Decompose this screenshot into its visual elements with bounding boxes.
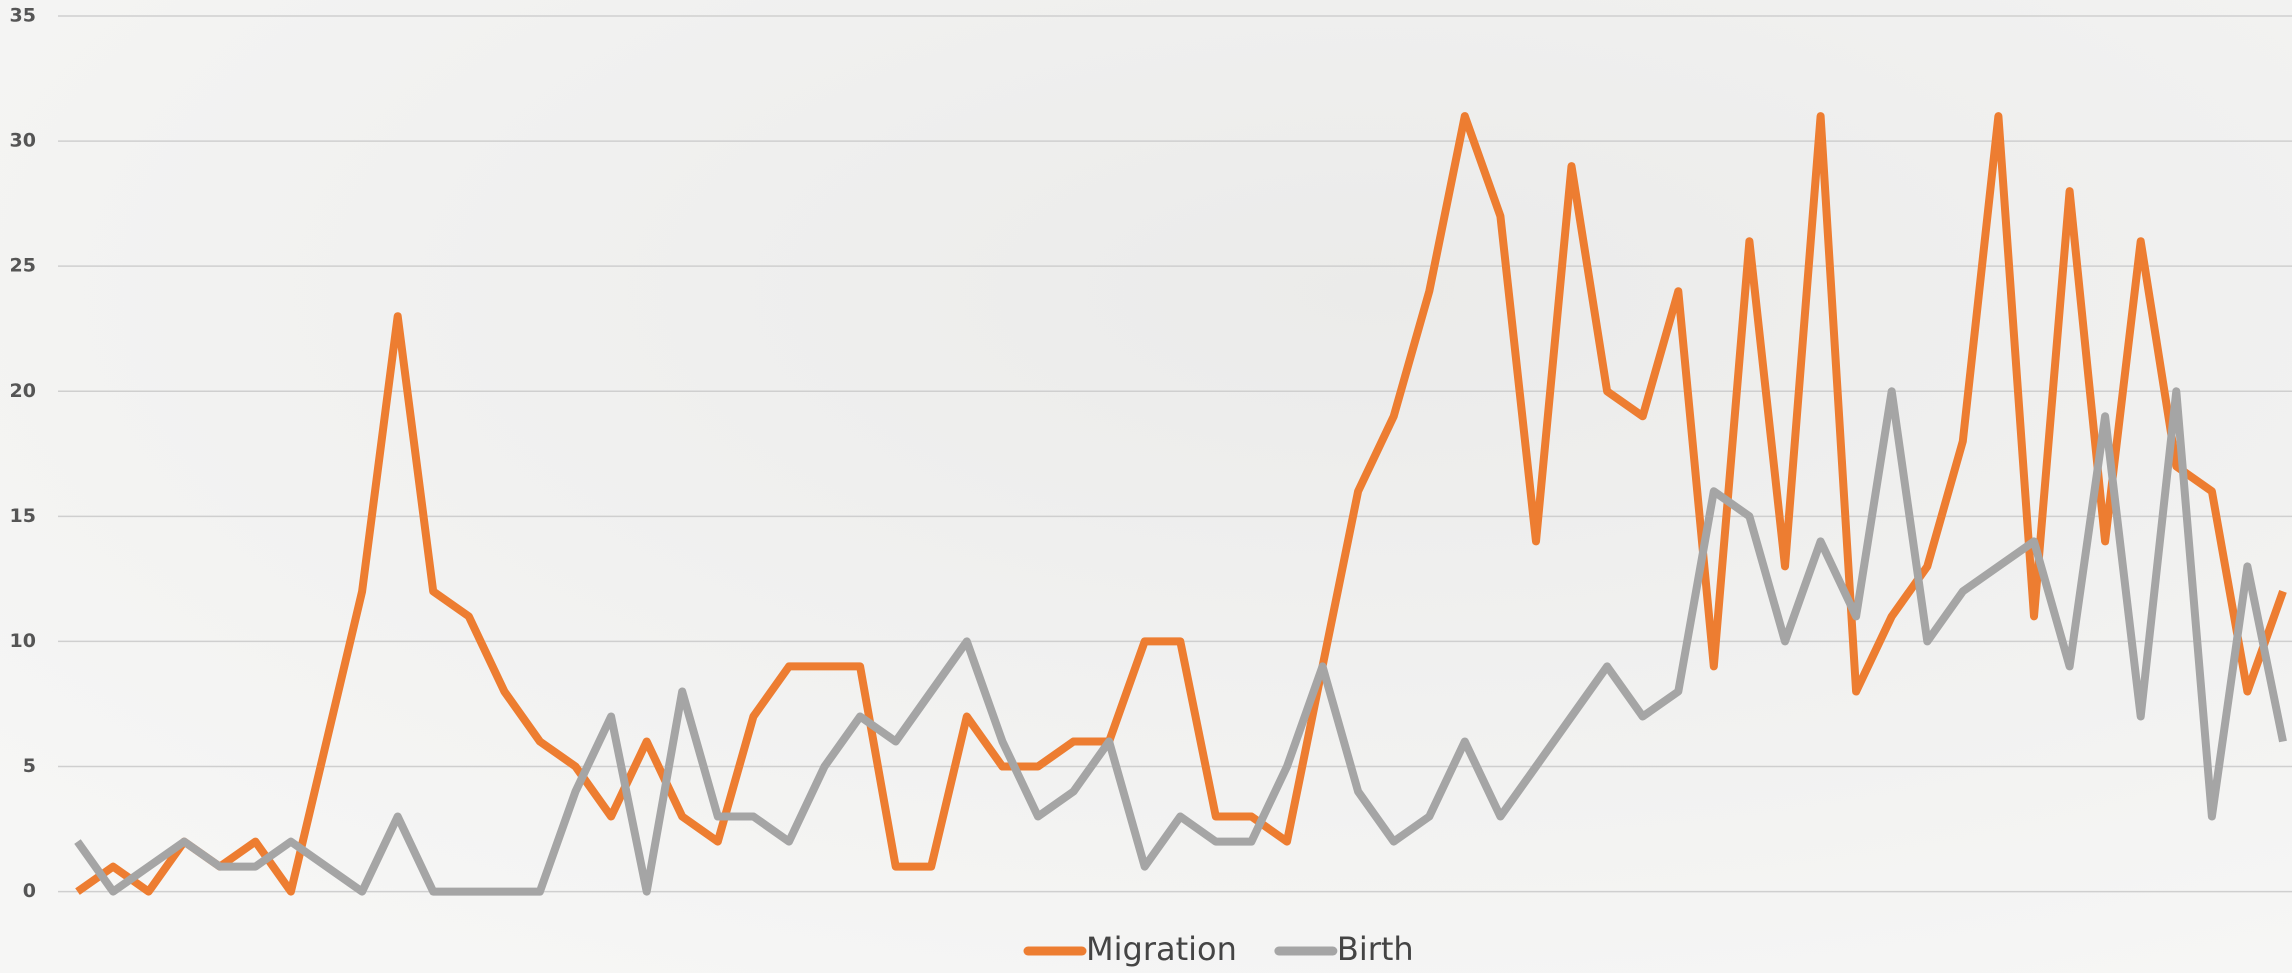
y-tick-label: 15 (10, 505, 36, 527)
legend-label: Migration (1086, 930, 1237, 968)
y-tick-label: 25 (10, 255, 36, 277)
legend-label: Birth (1337, 930, 1414, 968)
series-line (74, 387, 2287, 896)
y-tick-label: 35 (10, 5, 36, 27)
y-tick-label: 0 (23, 880, 36, 902)
y-tick-label: 30 (10, 130, 36, 152)
y-tick-label: 20 (10, 380, 36, 402)
y-tick-label: 10 (10, 630, 36, 652)
y-tick-label: 5 (23, 755, 36, 777)
